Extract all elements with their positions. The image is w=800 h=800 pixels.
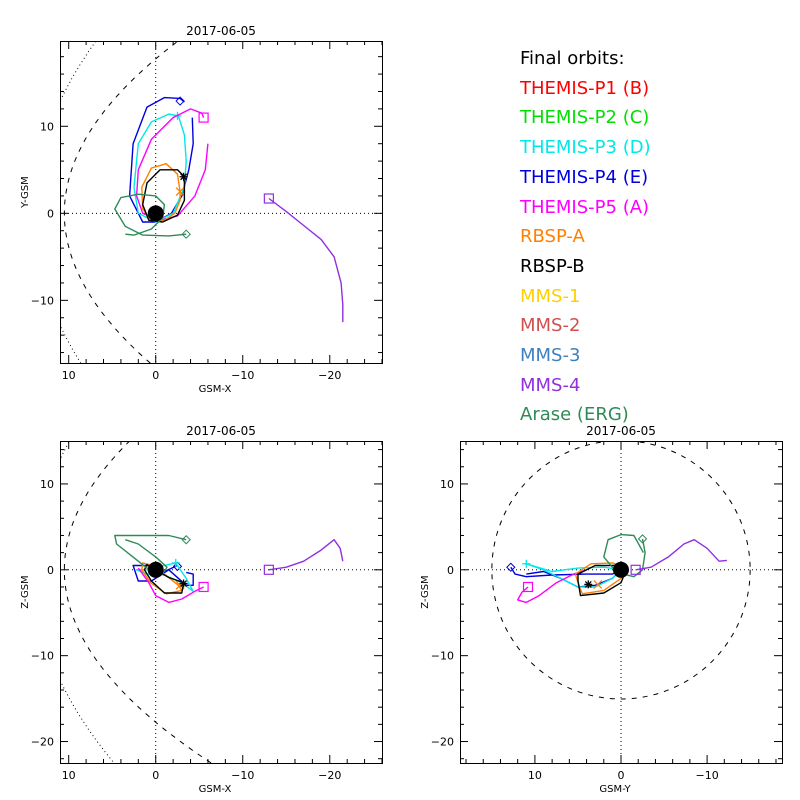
legend-item: THEMIS-P5 (A)	[520, 196, 650, 218]
marker-diamond	[172, 561, 183, 572]
magnetopause-curve	[63, 41, 179, 363]
y-axis-label: Z-GSM	[420, 575, 431, 608]
y-tick-label: 10	[440, 478, 454, 491]
y-tick-label: −10	[431, 650, 454, 663]
orbit-themis-p5-a-	[135, 108, 209, 222]
marker-diamond	[181, 535, 191, 545]
x-axis-label: GSM-X	[199, 384, 232, 395]
x-tick-label: 10	[62, 369, 76, 382]
plot-title: 2017-06-05	[186, 424, 256, 438]
y-tick-label: 0	[47, 564, 54, 577]
orbit-arase-erg-	[114, 534, 187, 573]
y-tick-label: −10	[31, 650, 54, 663]
legend-item: MMS-2	[520, 315, 581, 337]
bow-shock-curve	[60, 41, 97, 363]
x-tick-label: −20	[318, 369, 341, 382]
x-tick-label: −20	[318, 769, 341, 782]
marker-diamond	[637, 534, 648, 544]
orbit-rbsp-b	[143, 563, 185, 594]
y-tick-label: −10	[31, 294, 54, 307]
y-tick-label: 0	[47, 207, 54, 220]
marker-square	[263, 193, 274, 204]
bow-shock-curve	[60, 441, 115, 763]
marker-asterisk	[584, 580, 593, 589]
legend-item: MMS-1	[520, 285, 581, 307]
plot-frame	[60, 41, 383, 364]
orbit-mms-4	[268, 197, 344, 323]
x-tick-label: 0	[152, 369, 159, 382]
marker-diamond	[175, 96, 185, 106]
x-tick-label: 10	[62, 769, 76, 782]
legend-item: RBSP-A	[520, 226, 585, 248]
plot-title: 2017-06-05	[586, 424, 656, 438]
y-axis-label: Y-GSM	[20, 176, 31, 209]
x-axis-label: GSM-Y	[599, 784, 631, 795]
orbit-themis-p5-a-	[517, 569, 587, 604]
earth-icon	[147, 205, 164, 222]
legend-title: Final orbits:	[520, 48, 625, 69]
y-axis-label: Z-GSM	[20, 575, 31, 608]
legend: Final orbits: THEMIS-P1 (B) THEMIS-P2 (C)…	[520, 44, 651, 430]
plot-title: 2017-06-05	[186, 24, 256, 38]
legend-item: THEMIS-P2 (C)	[520, 107, 650, 129]
magnetopause-curve	[491, 441, 751, 700]
marker-plus	[171, 558, 180, 567]
marker-square	[263, 564, 274, 575]
legend-item: MMS-3	[520, 345, 581, 367]
marker-asterisk	[179, 172, 188, 181]
marker-square	[198, 581, 209, 593]
orbit-arase-erg-	[603, 533, 646, 578]
orbit-themis-p3-d-	[133, 113, 187, 223]
orbit-mms-4	[268, 539, 344, 571]
x-tick-label: 0	[618, 769, 625, 782]
marker-plus	[522, 559, 531, 568]
plot-1: 10 0 −10 −20 10 0 −10 2017-06-05 GSM-X Y-GSM	[20, 24, 383, 395]
x-tick-label: 10	[528, 769, 542, 782]
marker-x	[593, 579, 603, 589]
legend-item: RBSP-B	[520, 255, 585, 277]
orbit-arase-erg-	[114, 193, 187, 237]
marker-diamond	[506, 562, 516, 572]
legend-item: THEMIS-P4 (E)	[520, 166, 649, 188]
y-tick-label: 10	[40, 120, 54, 133]
marker-diamond	[181, 229, 191, 239]
y-tick-label: 0	[447, 564, 454, 577]
magnetopause-curve	[63, 441, 213, 763]
legend-item: THEMIS-P1 (B)	[520, 77, 650, 99]
plot-frame	[60, 441, 383, 764]
legend-item: Arase (ERG)	[520, 404, 629, 426]
x-axis-label: GSM-X	[199, 784, 232, 795]
earth-icon	[147, 561, 164, 578]
orbit-rbsp-b	[141, 169, 186, 223]
x-tick-label: −10	[231, 369, 254, 382]
x-tick-label: 0	[152, 769, 159, 782]
plot-3: 10 0 −10 10 0 −10 −20 2017-06-05 GSM-Y Z-GSM	[420, 424, 783, 795]
marker-square	[522, 581, 534, 593]
y-tick-label: −20	[31, 736, 54, 749]
orbit-mms-4	[635, 539, 727, 571]
orbit-rbsp-a	[141, 162, 181, 222]
earth-icon	[613, 561, 629, 578]
y-tick-label: −20	[431, 736, 454, 749]
plot-2: 10 0 −10 −20 10 0 −10 −20 2017-06-05 GSM-X Z-GSM	[20, 424, 383, 795]
marker-square	[630, 564, 641, 575]
x-tick-label: −10	[231, 769, 254, 782]
x-tick-label: −10	[695, 769, 718, 782]
marker-x	[175, 187, 185, 197]
orbit-themis-p3-d-	[526, 563, 622, 588]
legend-item: THEMIS-P3 (D)	[520, 137, 651, 159]
orbit-themis-p4-e-	[128, 96, 194, 223]
legend-item: MMS-4	[520, 374, 581, 396]
orbit-themis-p5-a-	[137, 567, 204, 604]
marker-square	[198, 112, 209, 123]
y-tick-label: 10	[40, 478, 54, 491]
marker-asterisk	[179, 579, 188, 588]
